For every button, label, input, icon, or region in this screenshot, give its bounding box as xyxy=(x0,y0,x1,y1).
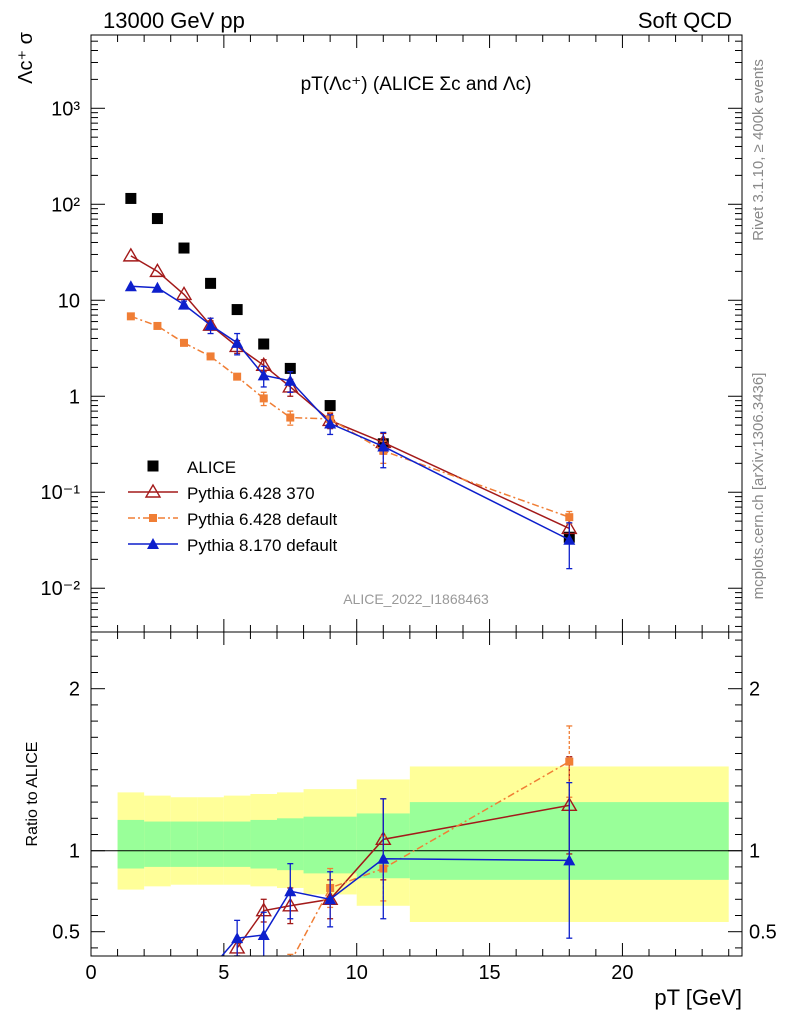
legend-marker-alice xyxy=(147,460,159,472)
legend-label-alice: ALICE xyxy=(187,458,236,477)
legend-marker-pythia-6-428-370 xyxy=(144,483,162,498)
main-point-alice xyxy=(284,362,296,374)
ratio-point-pythia-8-170-default xyxy=(257,928,270,940)
ratio-inner-band xyxy=(277,818,304,871)
main-point-pythia-8-170-default xyxy=(563,533,576,545)
main-point-pythia-8-170-default xyxy=(204,319,217,331)
main-point-pythia-6-428-default xyxy=(259,394,268,403)
ratio-panel-frame xyxy=(90,631,743,957)
legend-label-pythia-8-170-default: Pythia 8.170 default xyxy=(187,536,338,555)
main-point-pythia-8-170-default xyxy=(324,417,337,429)
main-line-pythia-6-428-370 xyxy=(130,255,570,530)
ratio-inner-band xyxy=(303,816,357,874)
ratio-line-pythia-6-428-370 xyxy=(236,804,570,949)
main-point-pythia-8-170-default xyxy=(257,369,270,381)
ratio-panel-series xyxy=(205,725,578,974)
ratio-inner-band xyxy=(170,821,198,867)
legend-marker-pythia-8-170-default xyxy=(147,538,159,549)
ratio-point-pythia-6-428-default xyxy=(286,958,294,966)
x-tick-label: 10 xyxy=(346,962,368,984)
x-tick-label: 5 xyxy=(218,962,229,984)
main-y-axis-label: Λc⁺ σ xyxy=(15,31,37,83)
main-point-alice xyxy=(178,242,190,254)
main-y-tick-label: 10² xyxy=(51,194,80,216)
ratio-uncertainty-bands xyxy=(117,766,729,922)
legend-label-pythia-6-428-370: Pythia 6.428 370 xyxy=(187,484,315,503)
main-y-tick-label: 10 xyxy=(58,290,80,312)
ratio-point-pythia-8-170-default xyxy=(231,932,244,944)
main-point-pythia-8-170-default xyxy=(178,298,190,310)
legend-label-pythia-6-428-default: Pythia 6.428 default xyxy=(187,510,338,529)
main-point-alice xyxy=(258,338,270,350)
main-point-pythia-6-428-default xyxy=(565,513,574,522)
ratio-y-axis-label: Ratio to ALICE xyxy=(24,742,41,847)
main-point-pythia-6-428-370 xyxy=(122,247,140,262)
ratio-y-tick-label-right: 1 xyxy=(749,841,760,863)
main-point-pythia-8-170-default xyxy=(151,281,164,293)
main-y-tick-label: 10³ xyxy=(51,98,80,120)
ratio-y-tick-label-right: 0.5 xyxy=(749,922,777,944)
ratio-point-pythia-8-170-default xyxy=(563,854,576,866)
main-panel-series xyxy=(122,192,578,570)
main-point-pythia-6-428-default xyxy=(286,413,295,422)
axis-ticks xyxy=(90,35,742,956)
rivet-version-label: Rivet 3.1.10, ≥ 400k events xyxy=(750,59,767,241)
ratio-inner-band xyxy=(223,821,251,867)
main-point-alice xyxy=(125,192,137,204)
main-y-tick-label: 10⁻² xyxy=(41,578,81,600)
ratio-y-tick-label: 2 xyxy=(69,679,80,701)
ratio-inner-band xyxy=(117,819,145,869)
main-point-pythia-8-170-default xyxy=(231,336,244,348)
main-point-pythia-6-428-default xyxy=(206,352,215,361)
main-point-alice xyxy=(205,277,217,289)
ratio-inner-band xyxy=(250,819,277,869)
ratio-point-pythia-8-170-default xyxy=(284,885,297,897)
analysis-id-watermark: ALICE_2022_I1868463 xyxy=(343,591,489,607)
main-point-pythia-8-170-default xyxy=(377,440,390,452)
main-point-alice xyxy=(231,304,243,316)
main-y-tick-label: 1 xyxy=(69,386,80,408)
x-axis-label: pT [GeV] xyxy=(654,985,742,1010)
ratio-y-tick-label-right: 2 xyxy=(749,679,760,701)
ratio-inner-band xyxy=(197,821,224,867)
legend: ALICE Pythia 6.428 370 Pythia 6.428 defaul… xyxy=(128,458,338,555)
main-point-alice xyxy=(151,213,163,225)
main-point-pythia-8-170-default xyxy=(284,374,297,386)
axis-tick-labels: 0 5 10 15 20 10³ 10² 10 1 10⁻¹ 10⁻² 0.5 0.5 1 1 2 2 xyxy=(41,98,777,984)
main-y-tick-label: 10⁻¹ xyxy=(41,482,81,504)
x-tick-label: 15 xyxy=(478,962,500,984)
x-tick-label: 20 xyxy=(611,962,633,984)
header-process: Soft QCD xyxy=(638,8,732,33)
main-point-pythia-6-428-default xyxy=(233,372,242,381)
main-point-pythia-6-428-default xyxy=(126,312,135,321)
main-point-pythia-6-428-370 xyxy=(149,262,166,278)
ratio-y-tick-label: 1 xyxy=(69,841,80,863)
ratio-inner-band xyxy=(144,821,171,867)
ratio-point-pythia-8-170-default xyxy=(324,893,337,905)
main-point-alice xyxy=(324,400,336,412)
legend-marker-pythia-6-428-default xyxy=(149,514,157,522)
main-point-pythia-8-170-default xyxy=(124,280,137,292)
mcplots-reference-label: mcplots.cern.ch [arXiv:1306.3436] xyxy=(750,373,767,600)
header-beam-energy: 13000 GeV pp xyxy=(103,8,245,33)
ratio-point-pythia-6-428-default xyxy=(565,757,574,766)
main-line-pythia-8-170-default xyxy=(130,285,570,541)
main-point-pythia-6-428-default xyxy=(180,338,188,347)
ratio-point-pythia-8-170-default xyxy=(377,852,390,864)
ratio-point-pythia-8-170-default xyxy=(205,963,217,974)
plot-title: pT(Λc⁺) (ALICE Σc and Λc) xyxy=(301,74,532,95)
main-point-pythia-6-428-default xyxy=(153,321,162,330)
x-tick-label: 0 xyxy=(85,962,96,984)
ratio-y-tick-label: 0.5 xyxy=(52,922,80,944)
